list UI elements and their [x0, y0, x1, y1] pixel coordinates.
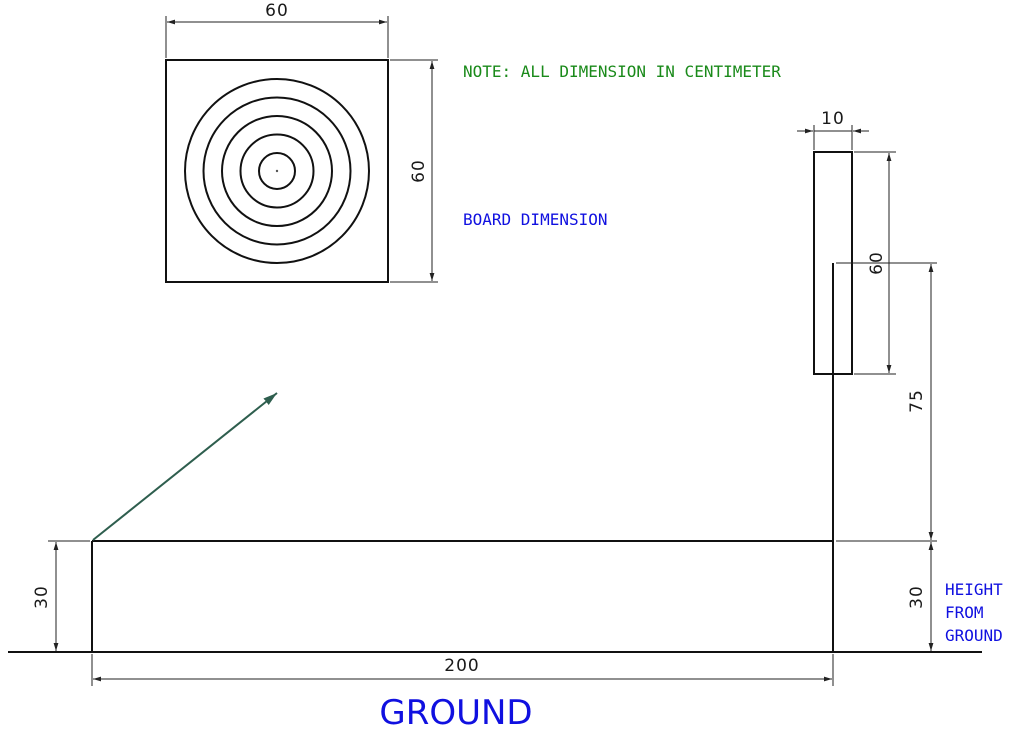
base-length-label: 200 — [444, 656, 479, 676]
board-height-label: 60 — [409, 159, 429, 183]
board-ring — [239, 133, 315, 209]
board-ring — [221, 115, 333, 227]
base-height-label-right: 30 — [907, 585, 927, 609]
post-width-label: 10 — [821, 109, 845, 129]
ground-label: GROUND — [379, 693, 532, 729]
board-side-view: 10 60 75 30 — [797, 109, 937, 651]
throw-direction-arrow — [92, 392, 278, 541]
board-ring — [258, 152, 296, 190]
unit-note: NOTE: ALL DIMENSION IN CENTIMETER — [463, 62, 781, 81]
base-height-label-left: 30 — [32, 585, 52, 609]
board-center-dot — [275, 169, 279, 173]
base-layout: 30 200 — [8, 374, 982, 686]
post-height-label: 75 — [907, 389, 927, 413]
board-dimension-title: BOARD DIMENSION — [463, 210, 608, 229]
board-width-label: 60 — [265, 1, 289, 21]
height-from-ground-line3: GROUND — [945, 626, 1003, 645]
board-ring — [184, 78, 370, 264]
board-outline — [165, 59, 389, 283]
height-from-ground-line2: FROM — [945, 603, 984, 622]
board-view: 60 60 — [165, 1, 438, 283]
board-ring — [202, 96, 352, 246]
height-from-ground-line1: HEIGHT — [945, 580, 1003, 599]
board-rings — [184, 78, 370, 264]
